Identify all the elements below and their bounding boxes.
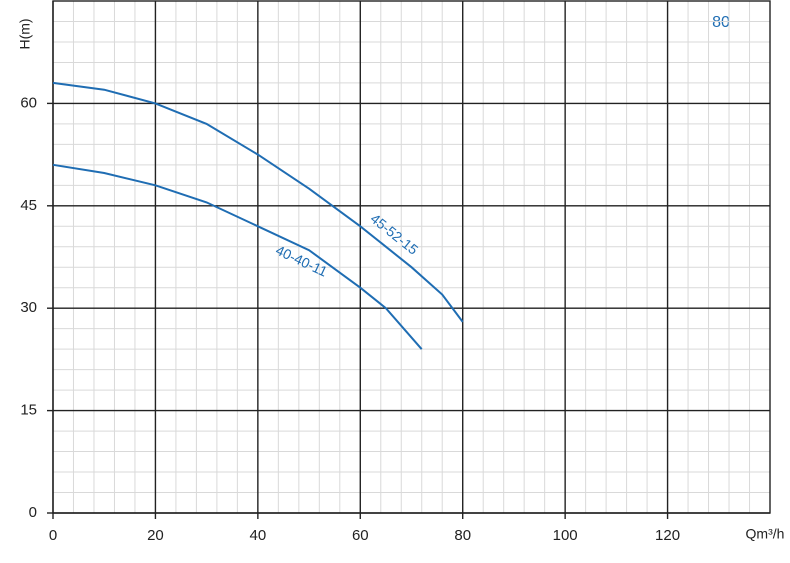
y-tick-label: 30 (20, 299, 37, 316)
curve-label: 45-52-15 (368, 210, 422, 258)
x-tick-label: 20 (147, 527, 164, 544)
x-tick-label: 60 (352, 527, 369, 544)
x-tick-label: 40 (250, 527, 267, 544)
y-tick-label: 0 (29, 504, 37, 521)
annotation: 80 (712, 14, 730, 31)
curve (52, 81, 464, 323)
x-tick-label: 120 (655, 527, 680, 544)
x-axis-label: Qm³/h (746, 526, 785, 542)
x-tick-label: 0 (49, 527, 57, 544)
curve (52, 163, 423, 350)
y-tick-label: 15 (20, 402, 37, 419)
x-tick-label: 100 (553, 527, 578, 544)
y-axis-label: H(m) (17, 18, 33, 49)
y-tick-label: 60 (20, 94, 37, 111)
x-tick-label: 80 (454, 527, 471, 544)
y-tick-label: 45 (20, 197, 37, 214)
